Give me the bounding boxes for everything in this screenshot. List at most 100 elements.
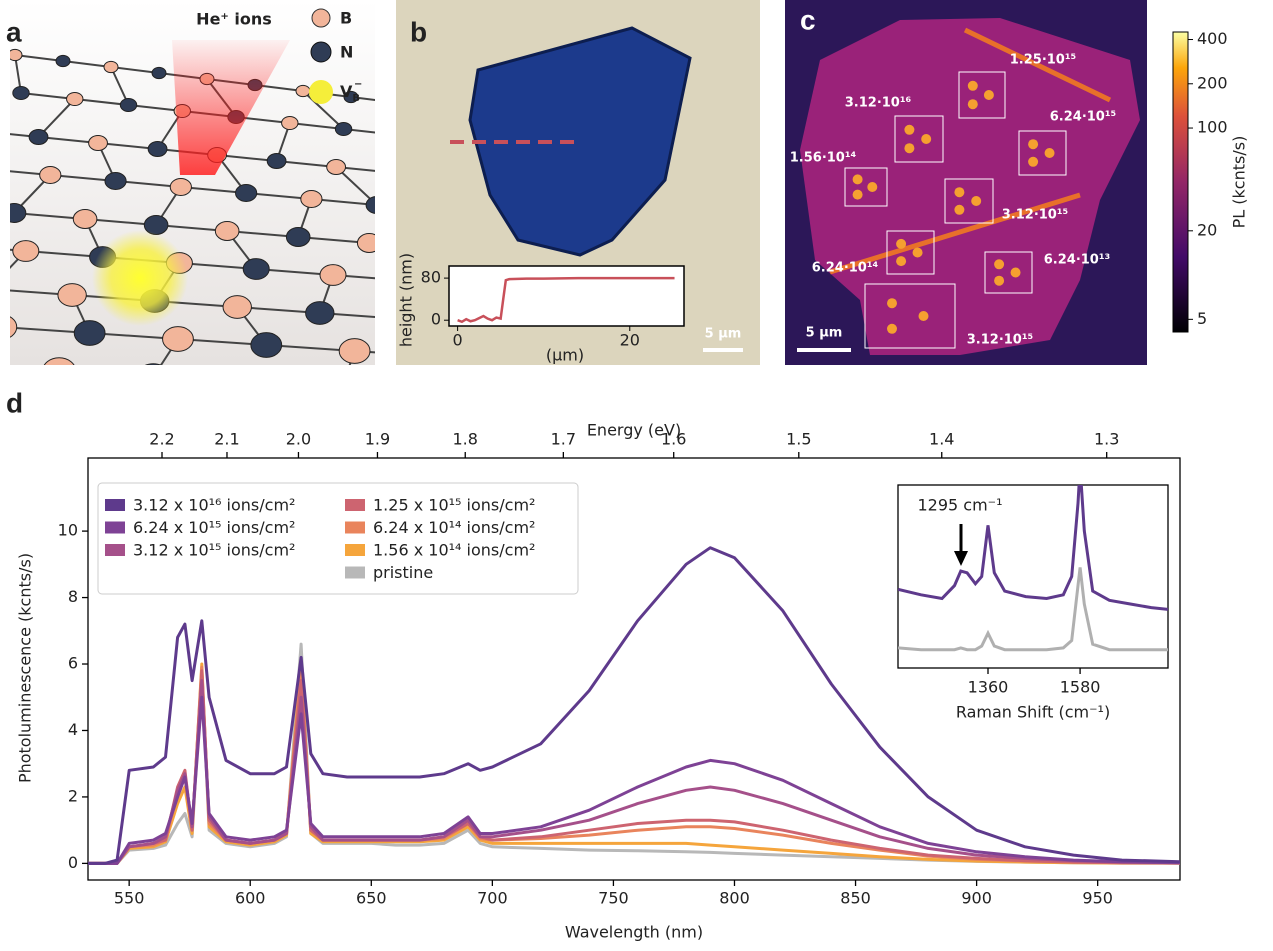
atom [55, 54, 71, 68]
legend-label: B [340, 9, 352, 28]
y-tick-label: 2 [68, 786, 78, 805]
defect-spot [1028, 139, 1039, 150]
defect-spot [904, 124, 915, 135]
bond [0, 321, 1, 327]
flake-pl [800, 18, 1140, 355]
defect-spot [994, 275, 1005, 286]
x-tick-label: 650 [356, 889, 387, 908]
atom [214, 221, 240, 241]
x-tick-label: 750 [598, 889, 629, 908]
bond [276, 160, 337, 168]
dose-box [844, 167, 888, 207]
legend-swatch [345, 544, 365, 556]
vb-sup: − [354, 79, 362, 90]
atom [285, 227, 311, 247]
atom [28, 128, 49, 146]
atom [12, 240, 40, 262]
y-tick-label: 0 [68, 853, 78, 872]
y-tick-label: 6 [68, 654, 78, 673]
panel-letter: c [800, 4, 816, 35]
dose-box [984, 251, 1033, 294]
atom [334, 121, 353, 137]
atom [104, 172, 127, 190]
atom [513, 388, 546, 415]
x2-tick-label: 1.7 [551, 430, 576, 449]
plot-frame [87, 457, 1181, 881]
defect-spot [967, 99, 978, 110]
dose-box [944, 178, 994, 224]
atom [419, 382, 452, 409]
x-tick-label: 800 [719, 889, 750, 908]
legend-label: N [340, 43, 353, 62]
legend-swatch [105, 521, 125, 534]
bond [59, 371, 153, 377]
atom [231, 370, 264, 397]
atom [281, 115, 299, 131]
dose-label: 1.25·10¹⁵ [1010, 53, 1077, 68]
beam-label: He⁺ ions [196, 10, 272, 29]
dose-box [958, 71, 1006, 119]
atom [12, 85, 30, 101]
annotation: 1295 cm⁻¹ [917, 496, 1002, 515]
annotation-arrowhead [954, 551, 968, 566]
defect-spot [887, 298, 897, 309]
colorbar-tick-label: 200 [1197, 73, 1228, 92]
inset-line [898, 567, 1168, 652]
defect-spot [918, 311, 929, 321]
bond [128, 104, 183, 112]
profile-line [457, 276, 675, 324]
inset-frame [897, 484, 1169, 669]
atom [10, 316, 18, 338]
inset-line [898, 485, 1168, 611]
atom [242, 258, 270, 280]
atom [147, 140, 168, 158]
atom [66, 91, 84, 107]
x2-tick-label: 1.8 [453, 430, 478, 449]
atom [72, 209, 98, 229]
vb-main: V [340, 82, 353, 101]
defect-spot [896, 256, 907, 267]
dose-label: 1.56·10¹⁴ [790, 151, 857, 166]
bond [0, 365, 59, 371]
atom [338, 338, 371, 364]
x2-tick-label: 2.2 [149, 430, 174, 449]
legend-vb [309, 80, 333, 104]
x-tick-label: 950 [1082, 889, 1113, 908]
legend-label: 1.25 x 10¹⁵ ions/cm² [373, 496, 535, 515]
atom [250, 332, 283, 358]
panel-letter: d [6, 387, 23, 418]
atom [151, 66, 167, 80]
atom [43, 357, 75, 365]
dose-label: 3.12·10¹⁶ [845, 96, 912, 111]
atom [162, 326, 194, 352]
panel-letter: a [6, 16, 22, 47]
bond [216, 154, 277, 162]
bond [343, 128, 375, 134]
streak [963, 27, 1112, 103]
panel-letter: b [410, 16, 427, 47]
atom [169, 178, 192, 196]
atom [39, 166, 62, 184]
atom [0, 278, 4, 301]
x-axis-title: Wavelength (nm) [565, 923, 703, 942]
y-tick-label: 80 [421, 268, 441, 287]
dose-label: 3.12·10¹⁵ [1002, 208, 1069, 223]
x2-tick-label: 1.4 [929, 430, 954, 449]
bond [110, 66, 160, 74]
series-line [88, 546, 1180, 865]
bond [289, 122, 344, 130]
defect-spot [971, 196, 982, 206]
streak [829, 192, 1081, 275]
atom [144, 363, 162, 365]
defect-spot [896, 238, 907, 249]
bond [20, 92, 75, 100]
bond [153, 377, 247, 383]
atom [365, 196, 375, 214]
atom [325, 376, 358, 403]
atom [10, 48, 23, 62]
profile-ylabel: height (nm) [397, 253, 416, 347]
legend-n [310, 41, 332, 63]
y-tick-label: 0 [431, 310, 441, 329]
atom [300, 190, 323, 208]
